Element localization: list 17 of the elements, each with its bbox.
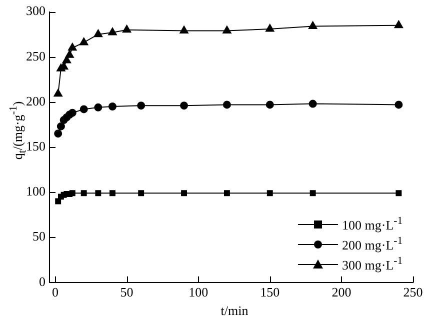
y-tick-label: 0	[39, 274, 46, 289]
legend-label: 100 mg·L$^{-1}$	[342, 215, 403, 234]
x-tick-label: 0	[52, 284, 58, 300]
y-tick-label: 250	[26, 48, 46, 64]
x-tick-label: 250	[403, 284, 423, 300]
y-tick-label: 50	[32, 228, 46, 244]
x-tick-label: 200	[332, 284, 352, 300]
legend-label: 300 mg·L$^{-1}$	[342, 255, 403, 274]
legend-label: 200 mg·L$^{-1}$	[342, 235, 403, 254]
y-tick-label: 200	[26, 93, 46, 108]
x-axis-title: t/min	[220, 303, 250, 319]
y-tick-label: 100	[26, 184, 46, 199]
x-tick-label: 50	[120, 284, 134, 300]
x-tick-label: 100	[188, 284, 208, 300]
x-tick-label: 150	[260, 284, 280, 300]
y-tick-label: 300	[26, 3, 46, 18]
y-tick-label: 150	[26, 138, 46, 154]
